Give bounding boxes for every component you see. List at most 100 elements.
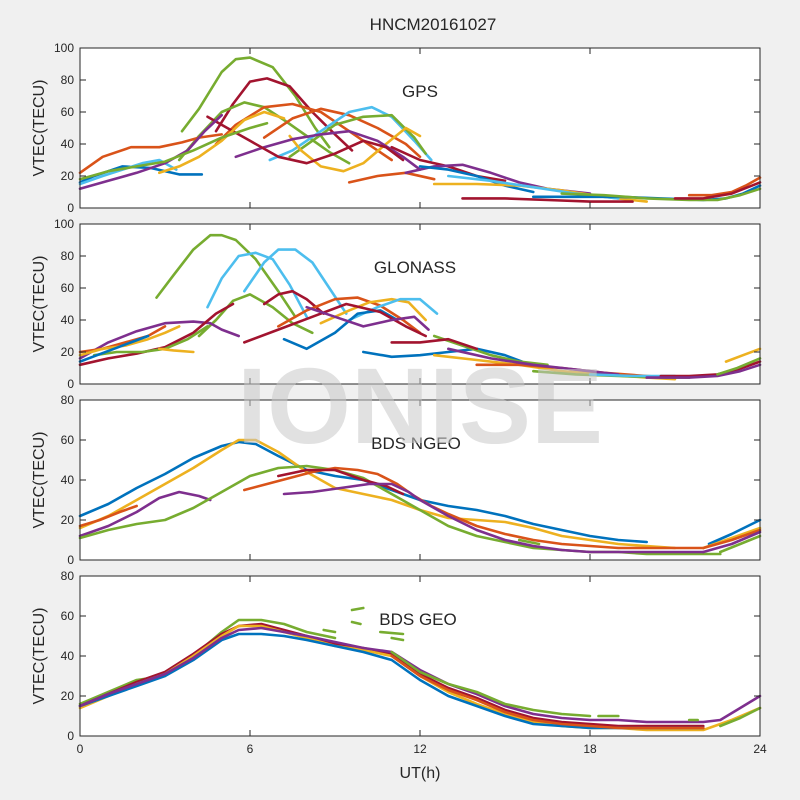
y-tick-label: 40 <box>61 649 75 663</box>
series-line-2 <box>78 504 138 528</box>
y-axis-label: VTEC(TECU) <box>31 608 48 705</box>
series-line-17 <box>347 171 436 184</box>
series-line-6 <box>276 468 405 496</box>
y-tick-label: 40 <box>61 473 75 487</box>
y-tick-label: 80 <box>61 73 75 87</box>
series-line-20 <box>390 337 479 351</box>
series-line-1 <box>214 77 354 152</box>
y-tick-label: 20 <box>61 689 75 703</box>
series-line-8 <box>350 606 365 612</box>
y-tick-label: 100 <box>54 41 74 55</box>
series-line-7 <box>322 628 337 634</box>
panel-0: 0 20 40 60 80 100 GPS VTEC(TECU) <box>31 41 762 215</box>
y-tick-label: 60 <box>61 105 75 119</box>
series-line-6 <box>288 113 428 159</box>
series-line-22 <box>461 197 634 203</box>
x-tick-label: 6 <box>247 742 254 756</box>
y-tick-label: 100 <box>54 217 74 231</box>
y-axis-label: VTEC(TECU) <box>31 432 48 529</box>
series-line-0 <box>78 440 649 544</box>
y-tick-label: 0 <box>67 729 74 743</box>
series-line-5 <box>390 654 705 730</box>
y-tick-label: 80 <box>61 569 75 583</box>
watermark-text: IONISE <box>237 345 603 466</box>
series-line-16 <box>78 334 150 363</box>
series-line-13 <box>718 534 762 554</box>
series-line-12 <box>78 302 235 367</box>
y-axis-label: VTEC(TECU) <box>31 256 48 353</box>
series-line-6 <box>319 297 428 325</box>
series-line-4 <box>78 626 762 724</box>
y-tick-label: 20 <box>61 169 75 183</box>
series-line-9 <box>707 518 762 546</box>
series-line-23 <box>446 347 620 376</box>
series-line-9 <box>243 302 428 344</box>
series-line-11 <box>390 636 405 642</box>
y-tick-label: 0 <box>67 553 74 567</box>
panel-2: 0 20 40 60 80 BDS NGEO VTEC(TECU) <box>31 393 762 567</box>
y-tick-label: 40 <box>61 137 75 151</box>
series-line-14 <box>718 706 762 728</box>
series-line-4 <box>262 289 326 315</box>
panel-1: 0 20 40 60 80 100 GLONASS VTEC(TECU) <box>31 217 762 391</box>
series-line-17 <box>158 347 195 354</box>
panel-title: BDS GEO <box>379 610 456 629</box>
series-line-9 <box>350 620 362 626</box>
y-tick-label: 0 <box>67 201 74 215</box>
series-line-10 <box>305 305 430 331</box>
y-tick-label: 40 <box>61 313 75 327</box>
series-line-24 <box>560 187 762 202</box>
y-tick-label: 20 <box>61 345 75 359</box>
plot-area <box>80 48 760 208</box>
series-line-14 <box>78 325 181 357</box>
series-line-11 <box>78 320 240 360</box>
panel-title: GPS <box>402 82 438 101</box>
series-line-8 <box>234 129 422 171</box>
series-line-2 <box>243 248 348 315</box>
series-line-1 <box>78 438 677 550</box>
y-tick-label: 60 <box>61 281 75 295</box>
plot-area <box>80 576 760 736</box>
series-line-14 <box>158 110 286 175</box>
series-line-8 <box>282 309 399 351</box>
series-line-18 <box>361 347 524 363</box>
series-line-10 <box>378 630 405 636</box>
series-line-3 <box>78 632 705 730</box>
series-line-4 <box>262 107 422 159</box>
series-line-7 <box>288 126 422 173</box>
x-tick-label: 0 <box>77 742 84 756</box>
series-line-25 <box>687 176 762 197</box>
series-line-0 <box>155 233 297 319</box>
series-line-1 <box>206 251 309 319</box>
panels: 020406080100GPSVTEC(TECU)020406080100GLO… <box>31 41 767 756</box>
y-tick-label: 80 <box>61 249 75 263</box>
figure-title: HNCM20161027 <box>370 15 497 34</box>
series-line-5 <box>276 296 422 335</box>
y-tick-label: 80 <box>61 393 75 407</box>
series-line-8 <box>517 538 541 546</box>
panel-title: BDS NGEO <box>371 434 461 453</box>
series-line-29 <box>716 357 762 376</box>
x-tick-label: 18 <box>583 742 597 756</box>
series-line-7 <box>282 482 705 554</box>
series-line-26 <box>673 181 762 200</box>
series-line-13 <box>78 113 223 191</box>
series-line-19 <box>418 165 535 194</box>
series-line-11 <box>701 528 762 550</box>
y-tick-label: 60 <box>61 609 75 623</box>
y-tick-label: 0 <box>67 377 74 391</box>
panel-3: 0 20 40 60 80 BDS GEO VTEC(TECU) <box>31 569 762 743</box>
series-line-27 <box>645 363 762 379</box>
series-line-0 <box>180 56 331 149</box>
series-line-15 <box>78 121 269 181</box>
x-tick-label: 12 <box>413 742 427 756</box>
x-axis-label: UT(h) <box>400 765 441 782</box>
series-line-15 <box>92 325 209 357</box>
y-tick-label: 20 <box>61 513 75 527</box>
plot-area <box>80 400 760 560</box>
panel-title: GLONASS <box>374 258 456 277</box>
series-line-3 <box>78 490 212 538</box>
series-line-28 <box>724 347 762 363</box>
series-line-19 <box>432 334 549 367</box>
